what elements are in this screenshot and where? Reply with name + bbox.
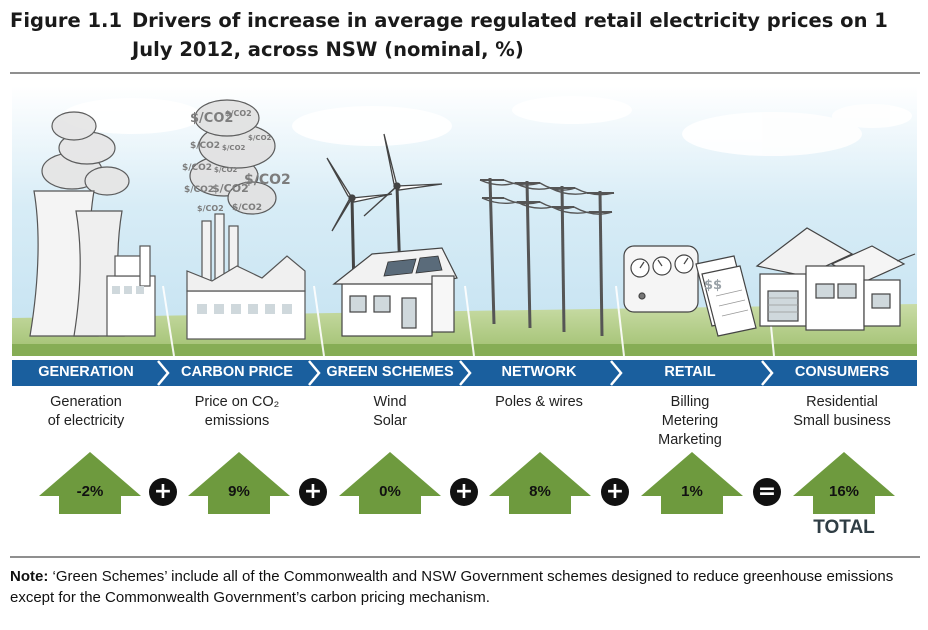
plus-operator-icon: + — [299, 478, 327, 506]
solar-house-icon — [332, 247, 458, 337]
value-network: 8% — [529, 483, 551, 500]
stage-label-network: NETWORK — [501, 364, 577, 380]
equals-operator-icon: = — [753, 478, 781, 506]
arrow-network — [489, 452, 591, 514]
stage-label-retail: RETAIL — [664, 364, 716, 380]
power-poles-icon — [479, 177, 615, 337]
co2-tag: $/CO2 — [182, 163, 212, 173]
cooling-towers-icon — [29, 111, 156, 337]
band-chevrons — [157, 360, 774, 386]
arrow-generation — [39, 452, 141, 514]
co2-tag: $/CO2 — [184, 185, 214, 195]
stage-desc-consumers: Residential Small business — [793, 394, 891, 429]
co2-tag: $/CO2 — [232, 203, 262, 213]
value-green-schemes: 0% — [379, 483, 401, 500]
stage-desc-green-schemes: Wind Solar — [373, 394, 407, 429]
co2-tag: $/CO2 — [190, 111, 233, 126]
plus-operator-icon: + — [450, 478, 478, 506]
category-band — [12, 360, 917, 386]
grass-edge — [12, 344, 917, 356]
arrow-carbon-price — [188, 452, 290, 514]
bottom-divider — [10, 556, 920, 558]
meter-sign: $$ — [704, 278, 722, 293]
total-label: TOTAL — [813, 517, 875, 538]
value-carbon-price: 9% — [228, 483, 250, 500]
co2-tag: $/CO2 — [197, 204, 224, 213]
plus-operator-icon: + — [149, 478, 177, 506]
arrow-retail — [641, 452, 743, 514]
meter-and-bills-icon — [623, 245, 757, 337]
value-consumers: 16% — [828, 483, 860, 500]
stage-label-consumers: CONSUMERS — [794, 364, 890, 380]
footnote-label: Note: — [10, 568, 49, 585]
co2-price-tags: $/CO2 $/CO2 $/CO2 $/CO2 $/CO2 $/CO2 $/CO… — [182, 109, 291, 213]
stage-desc-carbon-price: Price on CO₂ emissions — [194, 394, 280, 429]
plus-operator-icon: + — [601, 478, 629, 506]
factory-icon — [186, 99, 306, 340]
footnote-text: ‘Green Schemes’ include all of the Commo… — [10, 568, 894, 606]
stage-label-carbon-price: CARBON PRICE — [181, 364, 293, 380]
consumer-house-icon — [755, 227, 916, 331]
co2-tag: $/CO2 — [190, 141, 220, 151]
clouds — [62, 96, 912, 156]
co2-tag: $/CO2 — [212, 182, 249, 195]
value-generation: -2% — [76, 483, 104, 500]
arrow-green-schemes — [339, 452, 441, 514]
figure-title: Drivers of increase in average regulated… — [132, 9, 888, 61]
co2-tag: $/CO2 — [244, 172, 291, 188]
top-divider — [10, 72, 920, 74]
stage-label-generation: GENERATION — [38, 364, 134, 380]
value-retail: 1% — [681, 483, 703, 500]
wind-turbine-icon — [326, 133, 443, 292]
footnote: Note: ‘Green Schemes’ include all of the… — [10, 566, 910, 608]
stage-desc-generation: Generation of electricity — [47, 394, 125, 429]
stage-desc-network: Poles & wires — [495, 394, 583, 410]
section-dividers — [162, 285, 775, 356]
co2-tag: $/CO2 — [222, 144, 246, 152]
arrow-consumers — [793, 452, 895, 514]
figure-number: Figure 1.1 — [10, 9, 123, 32]
co2-tag: $/CO2 — [214, 166, 238, 174]
stage-desc-retail: Billing Metering Marketing — [658, 394, 722, 448]
co2-tag: $/CO2 — [225, 109, 252, 118]
supply-chain-illustration: $/CO2 $/CO2 $/CO2 $/CO2 $/CO2 $/CO2 $/CO… — [12, 86, 917, 356]
stage-label-green-schemes: GREEN SCHEMES — [326, 364, 454, 380]
co2-tag: $/CO2 — [248, 134, 272, 142]
